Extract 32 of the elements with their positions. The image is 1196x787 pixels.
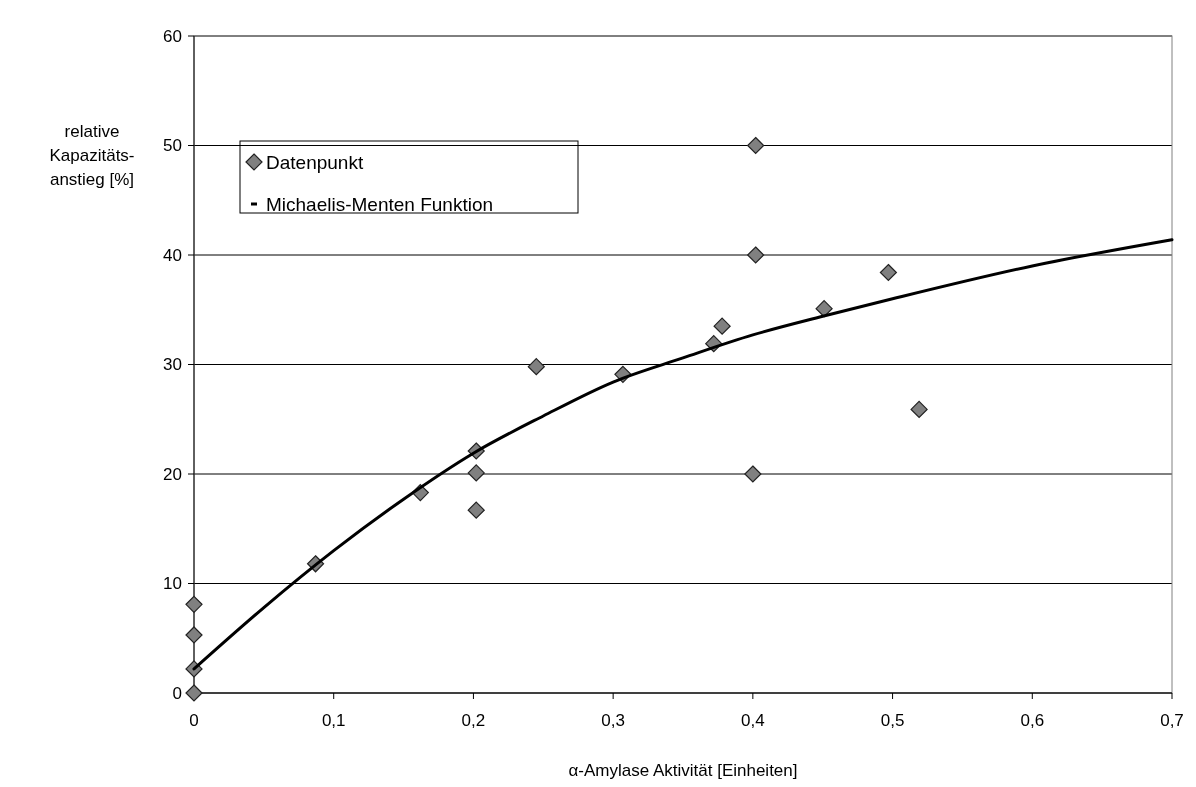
- point: [815, 300, 833, 318]
- point: [879, 263, 897, 282]
- y-tick-label: 0: [172, 683, 182, 703]
- y-tick-label: 20: [163, 464, 182, 484]
- y-tick-label: 40: [163, 245, 182, 265]
- point: [185, 684, 203, 702]
- y-tick-label: 30: [163, 355, 182, 375]
- point: [747, 136, 765, 155]
- point: [467, 501, 485, 519]
- y-tick-label: 50: [163, 136, 182, 156]
- point: [747, 246, 765, 264]
- y-axis-title: relative Kapazitäts-anstieg [%]: [49, 122, 135, 189]
- x-tick-label: 0,2: [461, 711, 486, 730]
- legend-label: Michaelis-Menten Funktion: [266, 193, 494, 215]
- point: [744, 465, 762, 483]
- x-axis-title: α-Amylase Aktivität [Einheiten]: [568, 761, 798, 780]
- x-tick-label: 0,7: [1160, 711, 1184, 730]
- point: [527, 358, 545, 376]
- x-tick-label: 0,4: [741, 711, 765, 730]
- x-tick-label: 0,6: [1020, 711, 1045, 730]
- x-tick-label: 0,3: [601, 711, 625, 730]
- point: [910, 400, 928, 418]
- legend-label: Datenpunkt: [266, 151, 364, 173]
- y-tick-label: 10: [163, 574, 182, 594]
- point: [713, 317, 731, 335]
- point: [185, 626, 203, 644]
- x-tick-label: 0,1: [321, 711, 346, 730]
- x-tick-label: 0: [189, 711, 199, 730]
- point: [467, 464, 485, 482]
- x-tick-label: 0,5: [880, 711, 905, 730]
- y-tick-label: 60: [163, 26, 182, 46]
- point: [185, 595, 203, 613]
